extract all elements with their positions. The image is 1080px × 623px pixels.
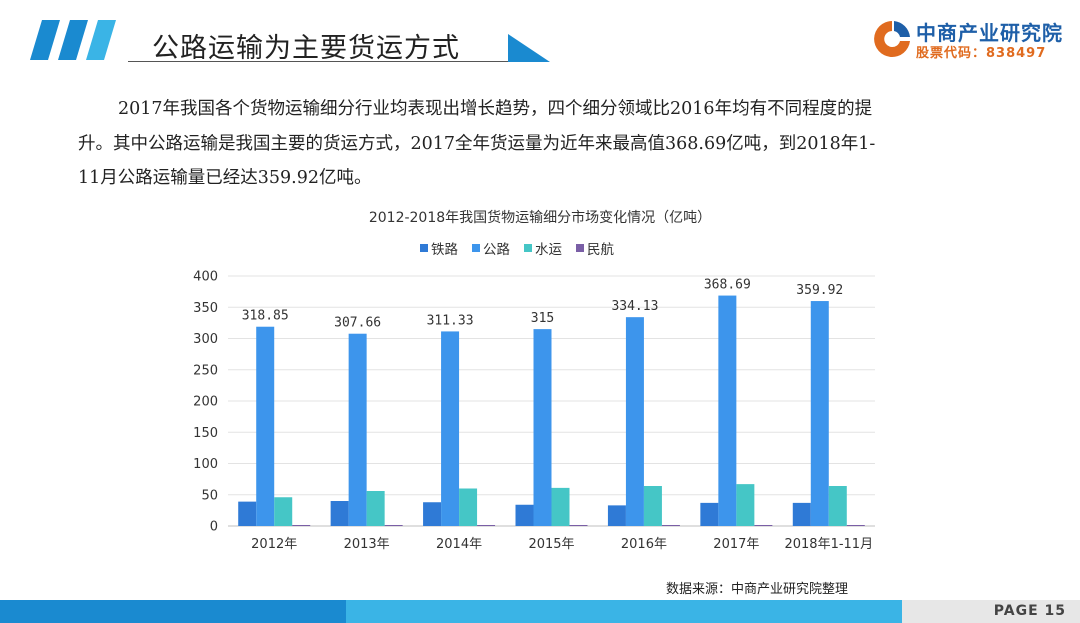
legend-swatch xyxy=(472,244,480,252)
bar-0 xyxy=(515,504,534,526)
bar-3 xyxy=(754,525,773,526)
legend-item: 民航 xyxy=(576,238,614,258)
bar-1 xyxy=(810,301,829,526)
header: 公路运输为主要货运方式 中商产业研究院 股票代码：838497 xyxy=(0,0,1080,70)
bar-1 xyxy=(256,326,275,526)
bar-2 xyxy=(366,491,385,526)
footer: PAGE 15 xyxy=(0,600,1080,623)
footer-bar-light xyxy=(346,600,902,623)
bar-0 xyxy=(330,501,349,526)
intro-paragraph: 2017年我国各个货物运输细分行业均表现出增长趋势，四个细分领域比2016年均有… xyxy=(78,92,998,196)
page-number: PAGE 15 xyxy=(993,603,1066,619)
title-triangle-icon xyxy=(508,34,550,62)
bar-2 xyxy=(643,486,662,526)
bar-2 xyxy=(828,486,847,526)
chart-title: 2012-2018年我国货物运输细分市场变化情况（亿吨） xyxy=(368,210,712,226)
paragraph-line: 2017年我国各个货物运输细分行业均表现出增长趋势，四个细分领域比2016年均有… xyxy=(118,99,873,119)
bar-3 xyxy=(384,525,403,526)
legend-item: 公路 xyxy=(472,238,510,258)
bar-1 xyxy=(533,329,552,526)
bar-1 xyxy=(441,331,460,526)
bar-2 xyxy=(551,487,570,526)
bar-3 xyxy=(292,525,311,526)
x-tick-label: 2014年 xyxy=(436,537,482,552)
data-label: 359.92 xyxy=(796,283,843,298)
page-title: 公路运输为主要货运方式 xyxy=(152,33,460,64)
bar-3 xyxy=(477,525,496,526)
data-label: 318.85 xyxy=(242,309,289,324)
data-label: 311.33 xyxy=(427,313,474,328)
y-tick-label: 250 xyxy=(193,363,218,378)
footer-bar-dark xyxy=(0,600,346,623)
bar-1 xyxy=(718,295,737,526)
bar-2 xyxy=(459,488,478,526)
y-tick-label: 400 xyxy=(193,270,218,285)
bar-0 xyxy=(238,501,257,526)
logo-stock-code: 股票代码：838497 xyxy=(916,46,1047,61)
logo-name: 中商产业研究院 xyxy=(916,21,1063,45)
data-label: 368.69 xyxy=(704,278,751,293)
x-tick-label: 2016年 xyxy=(621,537,667,552)
x-tick-label: 2017年 xyxy=(713,537,759,552)
chart-legend: 铁路 公路 水运 民航 xyxy=(420,238,614,258)
data-label: 334.13 xyxy=(611,299,658,314)
y-tick-label: 100 xyxy=(193,457,218,472)
legend-item: 铁路 xyxy=(420,238,458,258)
data-label: 307.66 xyxy=(334,316,381,331)
legend-swatch xyxy=(576,244,584,252)
bar-1 xyxy=(625,317,644,526)
title-underline xyxy=(128,61,528,62)
legend-swatch xyxy=(420,244,428,252)
footer-bar-grey: PAGE 15 xyxy=(902,600,1080,623)
legend-item: 水运 xyxy=(524,238,562,258)
bar-2 xyxy=(274,497,293,526)
x-tick-label: 2018年1-11月 xyxy=(784,537,873,552)
legend-swatch xyxy=(524,244,532,252)
bar-0 xyxy=(700,502,719,526)
bar-0 xyxy=(607,505,626,526)
logo-mark-icon xyxy=(874,21,910,57)
y-tick-label: 300 xyxy=(193,332,218,347)
legend-label: 水运 xyxy=(535,242,562,258)
legend-label: 公路 xyxy=(483,242,510,258)
y-tick-label: 200 xyxy=(193,395,218,410)
bar-0 xyxy=(792,502,811,526)
header-stripes-icon xyxy=(30,20,116,60)
bar-1 xyxy=(348,333,367,526)
x-tick-label: 2012年 xyxy=(251,537,297,552)
bar-chart: 0 50 100 150 200 250 300 350 400 318.85 2012年 307.6… xyxy=(193,270,875,552)
data-label: 315 xyxy=(531,311,554,326)
y-tick-label: 150 xyxy=(193,426,218,441)
y-tick-label: 350 xyxy=(193,301,218,316)
company-logo: 中商产业研究院 股票代码：838497 xyxy=(872,17,1062,63)
legend-label: 铁路 xyxy=(431,242,458,258)
legend-label: 民航 xyxy=(587,242,614,258)
y-tick-label: 50 xyxy=(201,488,218,503)
y-tick-label: 0 xyxy=(210,520,218,535)
paragraph-line: 11月公路运输量已经达359.92亿吨。 xyxy=(78,168,372,188)
bar-2 xyxy=(736,484,755,526)
paragraph-line: 升。其中公路运输是我国主要的货运方式，2017全年货运量为近年来最高值368.6… xyxy=(78,133,876,154)
bar-3 xyxy=(569,525,588,526)
x-tick-label: 2013年 xyxy=(344,537,390,552)
bar-0 xyxy=(423,502,442,526)
bar-3 xyxy=(661,525,680,526)
data-source: 数据来源：中商产业研究院整理 xyxy=(666,582,849,597)
x-tick-label: 2015年 xyxy=(528,537,574,552)
bar-3 xyxy=(846,525,865,526)
